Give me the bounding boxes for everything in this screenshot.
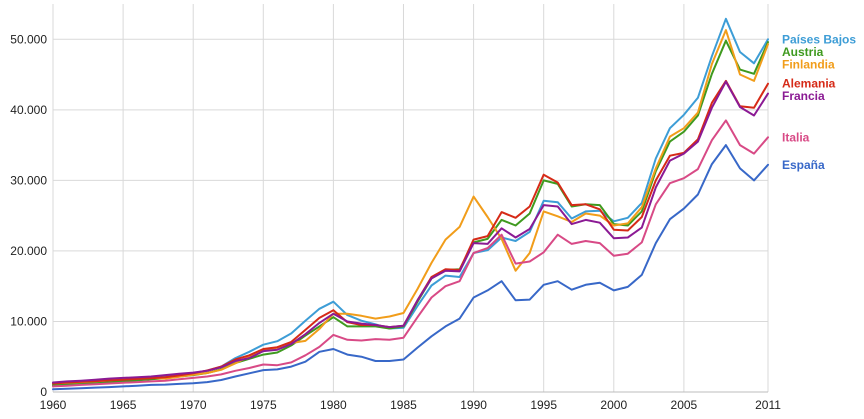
legend-label: Finlandia	[782, 57, 835, 71]
y-tick-label: 40.000	[10, 103, 47, 117]
x-tick-label: 1965	[110, 398, 137, 412]
legend-label: Austria	[782, 45, 824, 59]
axes: 1960 1965 1970 1975 1980 1985 1990 1995 2000 2005…	[10, 32, 781, 412]
y-tick-label: 30.000	[10, 173, 47, 187]
legend-label: Países Bajos	[782, 32, 856, 46]
x-tick-label: 2011	[755, 398, 781, 412]
series-line	[52, 80, 769, 384]
series-line	[52, 119, 769, 388]
legend-label: Alemania	[782, 77, 836, 91]
series-line	[52, 144, 769, 391]
x-tick-label: 1980	[320, 398, 347, 412]
y-tick-label: 10.000	[10, 314, 47, 328]
x-tick-label: 1985	[390, 398, 417, 412]
series-line	[52, 79, 769, 385]
x-tick-label: 2005	[671, 398, 698, 412]
series-line	[52, 17, 769, 386]
x-tick-label: 1990	[460, 398, 487, 412]
x-tick-label: 2000	[600, 398, 627, 412]
y-tick-label: 0	[40, 385, 47, 399]
y-tick-label: 20.000	[10, 244, 47, 258]
series-line	[52, 29, 769, 385]
legend-label: España	[782, 158, 825, 172]
x-tick-label: 1995	[530, 398, 557, 412]
x-tick-label: 1960	[40, 398, 67, 412]
legend-label: Italia	[782, 130, 810, 144]
series-lines	[52, 17, 769, 391]
x-tick-label: 1970	[180, 398, 207, 412]
series-line	[52, 39, 769, 387]
y-tick-label: 50.000	[10, 32, 47, 46]
x-tick-label: 1975	[250, 398, 277, 412]
legend-label: Francia	[782, 89, 825, 103]
